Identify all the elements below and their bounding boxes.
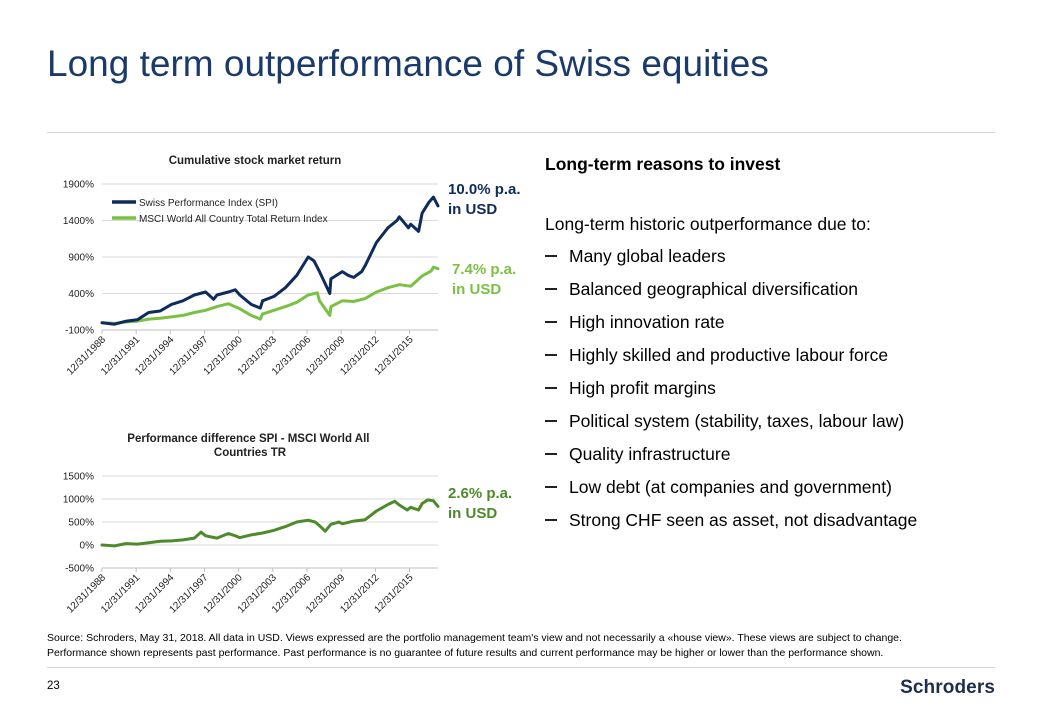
reason-item: Highly skilled and productive labour for… — [545, 343, 985, 376]
y-tick-label: 1400% — [63, 216, 94, 227]
msci-series-line — [100, 265, 440, 325]
y-tick-label: 400% — [68, 289, 94, 300]
y-tick-label: -100% — [65, 326, 94, 337]
legend-label-msci: MSCI World All Country Total Return Inde… — [139, 214, 328, 225]
spi-return-currency: in USD — [448, 201, 498, 218]
y-tick-label: 900% — [68, 253, 94, 264]
reasons-panel: Long-term reasons to invest Long-term hi… — [545, 152, 985, 541]
chart2-title-line1: Performance difference SPI - MSCI World … — [127, 433, 372, 459]
page-title: Long term outperformance of Swiss equiti… — [47, 43, 769, 84]
y-tick-label: -500% — [65, 564, 94, 575]
spi-return-rate: 10.0% p.a. — [448, 181, 521, 198]
footer-divider — [47, 667, 995, 668]
y-tick-label: 1000% — [63, 495, 94, 506]
cumulative-return-chart: Cumulative stock market return -100% 400%… — [63, 155, 440, 378]
reasons-heading: Long-term reasons to invest — [545, 154, 781, 174]
reason-item: Low debt (at companies and government) — [545, 475, 985, 508]
spi-return-callout: 10.0% p.a. in USD — [448, 180, 538, 220]
diff-return-callout: 2.6% p.a. in USD — [448, 484, 538, 524]
msci-return-currency: in USD — [452, 281, 502, 298]
reason-item: High innovation rate — [545, 310, 985, 343]
difference-series-line — [100, 498, 440, 548]
schroders-logo: Schroders — [900, 677, 995, 698]
msci-return-callout: 7.4% p.a. in USD — [452, 260, 542, 300]
reason-item: Many global leaders — [545, 244, 985, 277]
title-divider — [47, 132, 995, 133]
spi-series-line — [100, 195, 440, 326]
reason-item: Balanced geographical diversification — [545, 277, 985, 310]
source-line-1: Source: Schroders, May 31, 2018. All dat… — [47, 632, 902, 644]
page-number: 23 — [47, 680, 60, 692]
reasons-list: Many global leaders Balanced geographica… — [545, 244, 985, 541]
source-note: Source: Schroders, May 31, 2018. All dat… — [47, 631, 1007, 661]
reason-item: Political system (stability, taxes, labo… — [545, 409, 985, 442]
y-tick-label: 0% — [80, 541, 95, 552]
reasons-intro: Long-term historic outperformance due to… — [545, 214, 871, 234]
y-tick-label: 1500% — [63, 472, 94, 483]
y-tick-label: 500% — [68, 518, 94, 529]
diff-return-currency: in USD — [448, 505, 498, 522]
reason-item: Strong CHF seen as asset, not disadvanta… — [545, 508, 985, 541]
chart1-legend: Swiss Performance Index (SPI) MSCI World… — [112, 198, 328, 225]
msci-return-rate: 7.4% p.a. — [452, 261, 517, 278]
y-tick-label: 1900% — [63, 180, 94, 191]
diff-return-rate: 2.6% p.a. — [448, 485, 513, 502]
reason-item: High profit margins — [545, 376, 985, 409]
chart1-title: Cumulative stock market return — [169, 155, 342, 167]
source-line-2: Performance shown represents past perfor… — [47, 647, 884, 659]
reason-item: Quality infrastructure — [545, 442, 985, 475]
performance-difference-chart: Performance difference SPI - MSCI World … — [63, 433, 440, 616]
legend-label-spi: Swiss Performance Index (SPI) — [139, 198, 278, 209]
